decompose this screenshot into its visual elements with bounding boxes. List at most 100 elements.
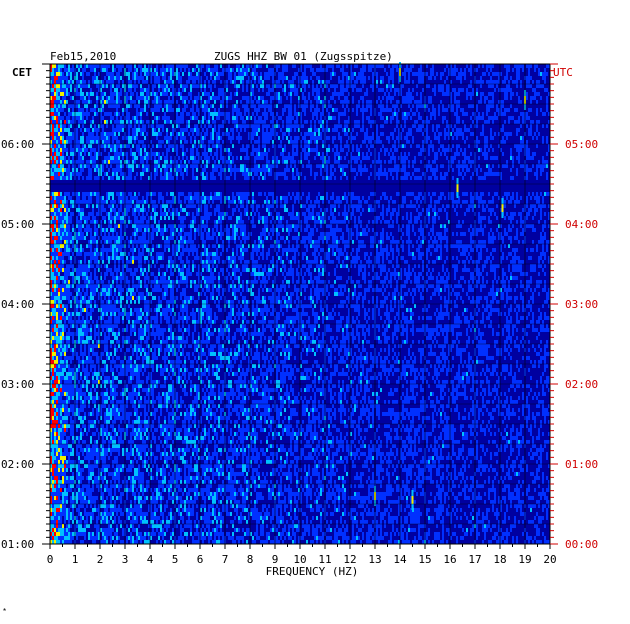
spectrogram-cell [322, 96, 324, 100]
spectrogram-cell [192, 124, 194, 128]
spectrogram-cell [108, 128, 110, 132]
spectrogram-cell [478, 128, 480, 132]
spectrogram-cell [318, 160, 320, 164]
spectrogram-cell [326, 72, 328, 76]
spectrogram-cell [286, 132, 288, 136]
spectrogram-cell [176, 108, 178, 112]
spectrogram-cell [198, 164, 200, 168]
spectrogram-cell [186, 188, 188, 192]
spectrogram-cell [98, 112, 100, 116]
spectrogram-cell [198, 120, 200, 124]
spectrogram-cell [104, 176, 106, 180]
spectrogram-cell [164, 164, 166, 168]
spectrogram-cell [356, 96, 358, 100]
spectrogram-cell [146, 184, 148, 188]
spectrogram-cell [428, 64, 430, 68]
spectrogram-cell [472, 168, 474, 172]
spectrogram-cell [536, 156, 538, 160]
spectrogram-cell [246, 92, 248, 96]
spectrogram-cell [376, 68, 378, 72]
spectrogram-cell [186, 160, 188, 164]
spectrogram-cell [380, 136, 382, 140]
spectrogram-cell [422, 92, 424, 96]
spectrogram-cell [350, 108, 352, 112]
spectrogram-cell [512, 148, 514, 152]
spectrogram-cell [342, 116, 344, 120]
spectrogram-cell [146, 76, 148, 80]
spectrogram-cell [298, 96, 300, 100]
spectrogram-cell [206, 180, 208, 184]
spectrogram-cell [344, 168, 346, 172]
spectrogram-cell [518, 108, 520, 112]
spectrogram-cell [360, 132, 362, 136]
spectrogram-cell [152, 132, 154, 136]
spectrogram-cell [256, 184, 258, 188]
spectrogram-cell [114, 184, 116, 188]
spectrogram-cell [156, 112, 158, 116]
spectrogram-cell [92, 180, 94, 184]
spectrogram-cell [514, 192, 516, 196]
spectrogram-cell [188, 108, 190, 112]
spectrogram-cell [414, 108, 416, 112]
spectrogram-cell [506, 148, 508, 152]
spectrogram-cell [78, 104, 80, 108]
spectrogram-cell [238, 80, 240, 84]
spectrogram-cell [482, 104, 484, 108]
spectrogram-cell [498, 116, 500, 120]
spectrogram-cell [106, 100, 108, 104]
spectrogram-cell [368, 112, 370, 116]
spectrogram-cell [340, 168, 342, 172]
spectrogram-cell [462, 64, 464, 68]
spectrogram-cell [256, 68, 258, 72]
spectrogram-cell [218, 80, 220, 84]
spectrogram-cell [318, 80, 320, 84]
spectrogram-cell [210, 148, 212, 152]
spectrogram-cell [140, 100, 142, 104]
spectrogram-cell [308, 180, 310, 184]
spectrogram-cell [512, 76, 514, 80]
spectrogram-cell [84, 164, 86, 168]
spectrogram-cell [442, 140, 444, 144]
spectrogram-cell [154, 88, 156, 92]
spectrogram-cell [390, 80, 392, 84]
spectrogram-cell [472, 176, 474, 180]
spectrogram-cell [522, 124, 524, 128]
spectrogram-cell [510, 144, 512, 148]
spectrogram-cell [494, 68, 496, 72]
spectrogram-cell [422, 192, 424, 196]
spectrogram-cell [106, 180, 108, 184]
spectrogram-cell [442, 124, 444, 128]
spectrogram-cell [380, 84, 382, 88]
spectrogram-cell [100, 188, 102, 192]
spectrogram-cell [432, 80, 434, 84]
spectrogram-cell [452, 164, 454, 168]
spectrogram-cell [234, 140, 236, 144]
spectrogram-cell [482, 88, 484, 92]
spectrogram-cell [398, 172, 400, 176]
spectrogram-cell [156, 84, 158, 88]
spectrogram-cell [376, 180, 378, 184]
spectrogram-cell [142, 136, 144, 140]
spectrogram-cell [262, 116, 264, 120]
spectrogram-cell [480, 112, 482, 116]
spectrogram-cell [62, 84, 64, 88]
spectrogram-cell [496, 140, 498, 144]
spectrogram-cell [296, 68, 298, 72]
spectrogram-cell [82, 156, 84, 160]
spectrogram-cell [344, 92, 346, 96]
spectrogram-cell [168, 112, 170, 116]
spectrogram-cell [422, 108, 424, 112]
spectrogram-cell [222, 196, 224, 200]
spectrogram-cell [206, 184, 208, 188]
spectrogram-cell [478, 88, 480, 92]
spectrogram-cell [138, 100, 140, 104]
spectrogram-cell [336, 132, 338, 136]
spectrogram-cell [192, 88, 194, 92]
spectrogram-cell [202, 180, 204, 184]
spectrogram-cell [538, 88, 540, 92]
spectrogram-cell [400, 188, 402, 192]
spectrogram-cell [60, 192, 62, 196]
spectrogram-cell [234, 136, 236, 140]
spectrogram-cell [518, 112, 520, 116]
